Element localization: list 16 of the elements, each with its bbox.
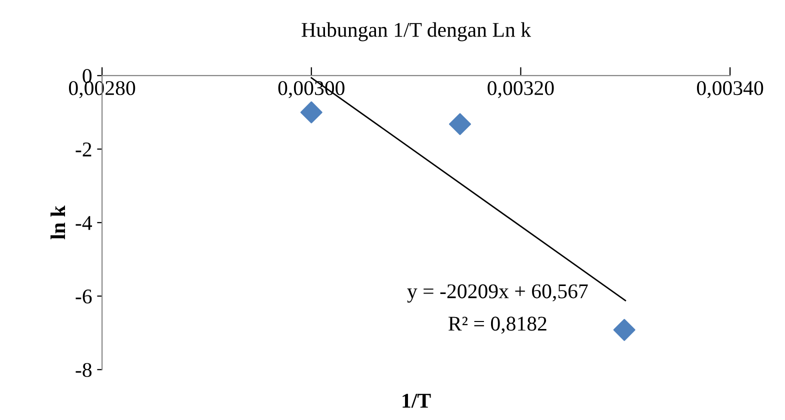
point <box>613 318 636 341</box>
y-axis-title: ln k <box>50 206 65 240</box>
x-axis-title: 1/T <box>402 394 431 408</box>
y-tick-label: -2 <box>76 142 92 156</box>
chart-title: Hubungan 1/T dengan Ln k <box>302 22 532 42</box>
y-tick-label: -4 <box>76 216 92 230</box>
annotation: y = -20209x + 60,567 <box>407 284 588 303</box>
point <box>300 101 322 124</box>
y-tick-label: 0 <box>82 68 92 84</box>
y-tick-label: -8 <box>76 362 92 378</box>
annotation: R² = 0,8182 <box>448 316 546 334</box>
x-tick-label: 0,00320 <box>488 81 554 98</box>
y-tick-label: -6 <box>76 290 92 304</box>
x-tick-label: 0,00280 <box>68 81 136 98</box>
point <box>449 113 472 136</box>
x-tick-label: 0,00340 <box>696 81 764 98</box>
